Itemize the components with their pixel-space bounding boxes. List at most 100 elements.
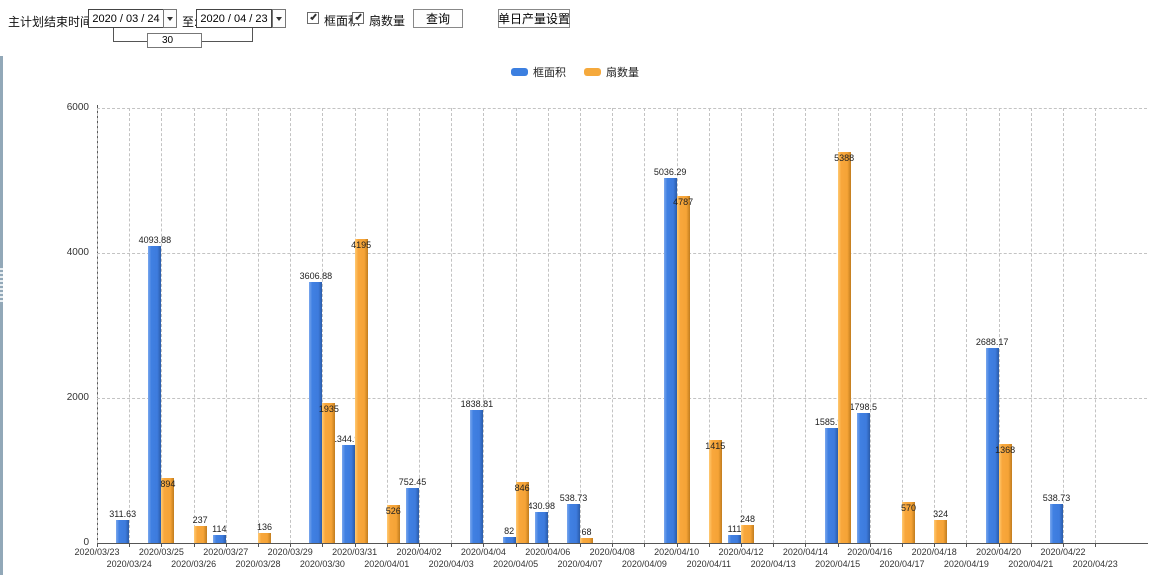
x-axis-date-label: 2020/04/15 [815, 559, 861, 569]
x-axis-tick [515, 543, 517, 547]
h-gridline [97, 108, 1147, 109]
bar-value-label: 894 [160, 479, 176, 489]
bar-value-label: 1344.95 [331, 434, 365, 444]
bar-value-label: 68 [581, 527, 592, 537]
x-axis-date-label: 2020/04/23 [1072, 559, 1118, 569]
x-axis-date-label: 2020/03/26 [171, 559, 217, 569]
bar-value-label: 82 [504, 526, 515, 536]
v-gridline [966, 108, 968, 543]
bar-value-label: 538.73 [559, 493, 588, 503]
bar-value-label: 2688.17 [975, 337, 1009, 347]
x-axis-date-label: 2020/03/24 [106, 559, 152, 569]
v-gridline [1030, 108, 1032, 543]
x-axis-tick [419, 543, 420, 547]
bar-value-label: 248 [739, 514, 756, 524]
x-axis-tick [161, 543, 163, 547]
x-axis-tick [676, 543, 678, 547]
x-axis-tick [290, 543, 292, 547]
bar-value-label: 1415 [705, 441, 726, 451]
v-gridline [644, 108, 646, 543]
legend-item-fan-count[interactable]: 扇数量 [584, 64, 639, 80]
bar-扇数量-2020/04/17 [902, 502, 915, 543]
daily-output-settings-button[interactable]: 单日产量设置 [498, 9, 570, 28]
toolbar: 主计划结束时间: 2020 / 03 / 24 至: 2020 / 04 / 2… [0, 0, 1150, 56]
query-button[interactable]: 查询 [413, 9, 463, 28]
legend-item-frame-area[interactable]: 框面积 [511, 64, 566, 80]
fan-count-checkbox[interactable] [352, 12, 364, 24]
x-axis-date-label: 2020/04/18 [911, 547, 957, 557]
date-to-dropdown-button[interactable] [272, 9, 286, 28]
bar-扇数量-2020/04/15 [837, 152, 851, 543]
v-gridline [869, 108, 871, 543]
v-gridline [97, 108, 98, 543]
bar-框面积-2020/03/31 [341, 445, 355, 543]
check-icon [355, 12, 362, 21]
x-axis-tick [902, 543, 903, 547]
bar-value-label: 5388 [834, 153, 855, 163]
bar-框面积-2020/04/05 [502, 537, 516, 543]
y-axis-line [97, 105, 98, 543]
x-axis-date-label: 2020/03/31 [332, 547, 378, 557]
bar-扇数量-2020/03/30 [322, 403, 336, 543]
bar-扇数量-2020/04/07 [580, 538, 593, 543]
chevron-down-icon [167, 16, 173, 21]
bar-框面积-2020/03/24 [116, 520, 130, 543]
v-gridline [676, 108, 678, 543]
h-gridline [97, 398, 1147, 399]
x-axis-tick [258, 543, 259, 547]
bar-value-label: 526 [385, 506, 401, 516]
v-gridline [998, 108, 1000, 543]
x-axis-date-label: 2020/04/12 [718, 547, 764, 557]
bar-value-label: 5036.29 [653, 167, 687, 177]
bar-框面积-2020/03/30 [309, 282, 323, 543]
bar-value-label: 846 [514, 483, 530, 493]
frame-area-checkbox-label: 框面积 [324, 14, 361, 28]
bar-value-label: 1798.5 [849, 402, 878, 412]
bar-value-label: 570 [900, 503, 917, 513]
x-axis-tick [97, 543, 98, 547]
y-axis-tick-label: 6000 [66, 102, 89, 113]
bar-value-label: 430.98 [527, 501, 556, 511]
v-gridline [1063, 108, 1064, 543]
x-axis-tick [547, 543, 549, 547]
interval-days-input[interactable]: 30 [147, 33, 202, 48]
bar-value-label: 538.73 [1042, 493, 1071, 503]
chevron-down-icon [276, 16, 282, 21]
bar-框面积-2020/04/20 [985, 348, 999, 543]
bar-value-label: 114 [212, 524, 227, 534]
date-from-dropdown-button[interactable] [163, 9, 177, 28]
v-gridline [225, 108, 227, 543]
x-axis-date-label: 2020/03/29 [267, 547, 313, 557]
bar-框面积-2020/04/07 [567, 504, 580, 543]
frame-area-checkbox[interactable] [307, 12, 319, 24]
bar-value-label: 111 [727, 524, 742, 534]
x-axis-date-label: 2020/04/08 [589, 547, 635, 557]
x-axis-tick [354, 543, 356, 547]
x-axis-date-label: 2020/04/19 [943, 559, 989, 569]
x-axis-date-label: 2020/03/23 [74, 547, 120, 557]
x-axis-tick [1063, 543, 1064, 547]
v-gridline [451, 108, 453, 543]
v-gridline [902, 108, 903, 543]
v-gridline [1095, 108, 1097, 543]
bar-框面积-2020/03/25 [148, 246, 162, 543]
v-gridline [386, 108, 388, 543]
date-from-input[interactable]: 2020 / 03 / 24 [88, 9, 164, 28]
v-gridline [193, 108, 195, 543]
bar-value-label: 752.45 [398, 477, 427, 487]
bar-扇数量-2020/04/11 [708, 440, 722, 543]
x-axis-date-label: 2020/04/07 [557, 559, 603, 569]
date-to-input[interactable]: 2020 / 04 / 23 [196, 9, 272, 28]
y-axis-tick-label: 0 [83, 537, 89, 548]
v-gridline [708, 108, 710, 543]
v-gridline [773, 108, 775, 543]
left-panel-splitter[interactable] [0, 0, 3, 575]
bar-value-label: 1585.96 [814, 417, 848, 427]
x-axis-date-label: 2020/03/28 [235, 559, 281, 569]
bar-扇数量-2020/04/12 [741, 525, 754, 543]
x-axis-date-label: 2020/04/05 [493, 559, 539, 569]
bar-框面积-2020/03/27 [212, 535, 226, 543]
x-axis-date-label: 2020/04/14 [782, 547, 828, 557]
bar-扇数量-2020/04/05 [515, 482, 529, 543]
